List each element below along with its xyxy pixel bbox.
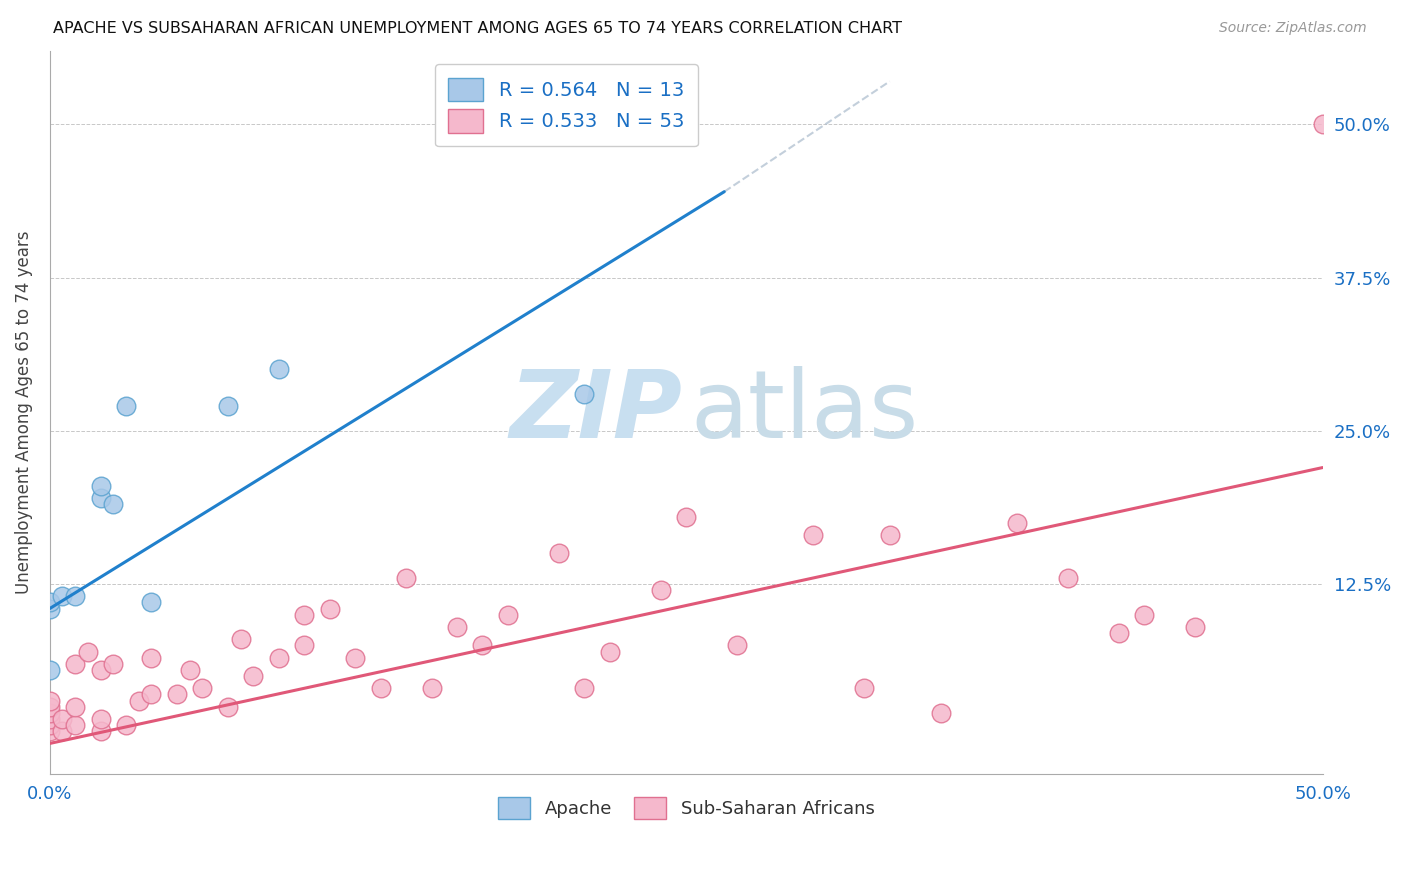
Point <box>217 699 239 714</box>
Point <box>803 528 825 542</box>
Point <box>38 595 60 609</box>
Point <box>38 663 60 677</box>
Point <box>879 528 901 542</box>
Point <box>650 583 672 598</box>
Point <box>63 657 86 671</box>
Point <box>446 620 468 634</box>
Point <box>63 590 86 604</box>
Point <box>318 601 340 615</box>
Point <box>51 712 73 726</box>
Point <box>90 491 112 506</box>
Point <box>141 650 163 665</box>
Point <box>344 650 367 665</box>
Point <box>292 607 315 622</box>
Point <box>63 699 86 714</box>
Point <box>38 724 60 739</box>
Point <box>725 639 748 653</box>
Text: ZIP: ZIP <box>509 367 682 458</box>
Point <box>217 399 239 413</box>
Point <box>141 595 163 609</box>
Text: APACHE VS SUBSAHARAN AFRICAN UNEMPLOYMENT AMONG AGES 65 TO 74 YEARS CORRELATION : APACHE VS SUBSAHARAN AFRICAN UNEMPLOYMEN… <box>53 21 903 37</box>
Point <box>370 681 392 696</box>
Point <box>229 632 252 647</box>
Point <box>38 718 60 732</box>
Point <box>496 607 519 622</box>
Point <box>38 706 60 720</box>
Point <box>38 712 60 726</box>
Point <box>292 639 315 653</box>
Point <box>675 509 697 524</box>
Text: atlas: atlas <box>690 367 918 458</box>
Point <box>115 718 138 732</box>
Text: Source: ZipAtlas.com: Source: ZipAtlas.com <box>1219 21 1367 36</box>
Point <box>599 644 621 658</box>
Point <box>1108 626 1130 640</box>
Point <box>1184 620 1206 634</box>
Point <box>574 681 596 696</box>
Point <box>1005 516 1028 530</box>
Point <box>853 681 876 696</box>
Point <box>191 681 214 696</box>
Point <box>38 601 60 615</box>
Point <box>267 650 290 665</box>
Point <box>103 657 125 671</box>
Point <box>1057 571 1080 585</box>
Point <box>90 479 112 493</box>
Point <box>242 669 264 683</box>
Point <box>90 663 112 677</box>
Point <box>141 688 163 702</box>
Point <box>1312 117 1334 131</box>
Point <box>63 718 86 732</box>
Point <box>38 693 60 707</box>
Point <box>267 362 290 376</box>
Point <box>51 590 73 604</box>
Point <box>179 663 201 677</box>
Point <box>395 571 418 585</box>
Point <box>90 724 112 739</box>
Point <box>1133 607 1156 622</box>
Point <box>38 699 60 714</box>
Point <box>166 688 188 702</box>
Point <box>929 706 952 720</box>
Point <box>471 639 494 653</box>
Point <box>547 546 569 560</box>
Point <box>76 644 98 658</box>
Point <box>420 681 443 696</box>
Point <box>103 497 125 511</box>
Point <box>115 399 138 413</box>
Point <box>574 387 596 401</box>
Y-axis label: Unemployment Among Ages 65 to 74 years: Unemployment Among Ages 65 to 74 years <box>15 231 32 594</box>
Legend: Apache, Sub-Saharan Africans: Apache, Sub-Saharan Africans <box>491 790 882 827</box>
Point <box>51 724 73 739</box>
Point <box>90 712 112 726</box>
Point <box>128 693 150 707</box>
